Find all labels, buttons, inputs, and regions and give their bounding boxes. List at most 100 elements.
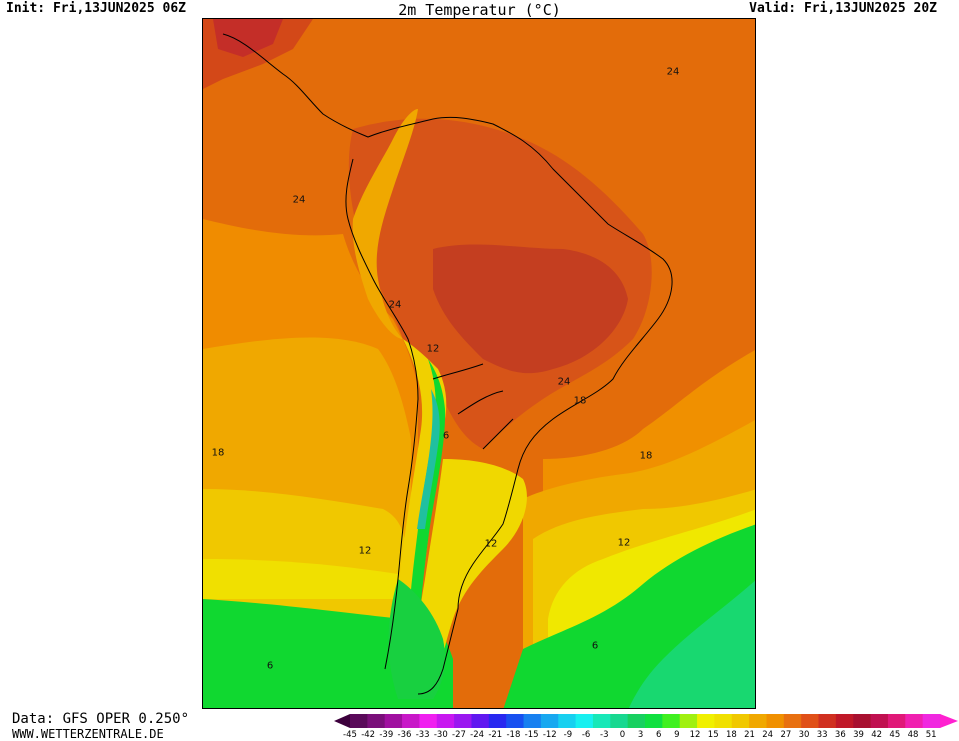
temperature-field — [203, 19, 755, 708]
legend-swatch — [575, 714, 594, 728]
legend-tick-label: -12 — [542, 730, 557, 740]
isotherm-label: 18 — [639, 450, 653, 462]
legend-swatch — [853, 714, 872, 728]
legend-swatch — [818, 714, 837, 728]
legend-tick-label: -3 — [600, 730, 609, 740]
legend-swatch — [801, 714, 820, 728]
atlantic-coastline — [222, 33, 673, 695]
legend-tick-label: -18 — [506, 730, 521, 740]
legend-swatch — [436, 714, 455, 728]
legend-tick-label: 33 — [816, 730, 828, 740]
legend-swatch — [627, 714, 646, 728]
legend-swatch — [679, 714, 698, 728]
legend-swatch — [540, 714, 559, 728]
legend-tick-label: -42 — [361, 730, 376, 740]
legend-tick-label: 30 — [798, 730, 810, 740]
legend-swatch — [714, 714, 733, 728]
legend-swatch — [645, 714, 663, 728]
legend-swatch — [592, 714, 611, 728]
legend-tick-label: -45 — [343, 730, 357, 740]
legend-swatch — [662, 714, 681, 728]
legend-swatch — [697, 714, 715, 728]
legend-tick-label: 18 — [725, 730, 737, 740]
legend-swatch — [384, 714, 403, 728]
legend-tick-label: -15 — [524, 730, 539, 740]
map-title: 2m Temperatur (°C) — [398, 1, 561, 19]
legend-tick-label: 45 — [889, 730, 901, 740]
isotherm-label: 6 — [442, 430, 450, 442]
legend-swatch — [523, 714, 542, 728]
legend-swatch — [887, 714, 906, 728]
legend-swatch — [835, 714, 854, 728]
pacific-coastline — [345, 158, 419, 670]
southern-atlantic-teal-area — [628, 580, 755, 708]
coastlines — [222, 33, 673, 695]
legend-swatch — [905, 714, 924, 728]
legend-tick-label: -33 — [415, 730, 430, 740]
data-source-label: Data: GFS OPER 0.250° — [12, 711, 190, 727]
isotherm-label: 24 — [388, 299, 402, 311]
legend-swatch — [350, 714, 368, 728]
legend-arrow-low — [334, 714, 350, 728]
legend-swatch — [783, 714, 802, 728]
valid-time-label: Valid: Fri,13JUN2025 20Z — [749, 1, 937, 16]
andes-north-band — [352, 109, 418, 339]
legend-arrow-high — [940, 714, 958, 728]
legend-tick-label: 36 — [834, 730, 846, 740]
legend-tick-label: 24 — [762, 730, 774, 740]
pacific-yellow-band — [203, 559, 408, 599]
isotherm-label: 12 — [426, 343, 440, 355]
legend-swatch — [506, 714, 525, 728]
legend-tick-label: 21 — [744, 730, 755, 740]
legend-swatch — [471, 714, 490, 728]
legend-tick-label: -6 — [581, 730, 591, 740]
country-borders — [432, 363, 514, 450]
temperature-map: 24 24 24 12 24 18 6 18 18 12 12 12 6 6 — [202, 18, 756, 709]
legend-tick-label: -21 — [488, 730, 503, 740]
andes-teal-band — [417, 389, 440, 529]
legend-tick-label: 6 — [656, 730, 662, 740]
legend-swatch — [922, 714, 941, 728]
brazil-very-hot-area — [433, 244, 628, 374]
init-time-label: Init: Fri,13JUN2025 06Z — [6, 1, 187, 16]
legend-tick-label: 3 — [637, 730, 644, 740]
legend-swatch — [419, 714, 438, 728]
isotherm-label: 24 — [557, 376, 571, 388]
legend-swatch — [870, 714, 889, 728]
legend-tick-label: 27 — [780, 730, 792, 740]
isotherm-label: 12 — [484, 538, 498, 550]
legend-tick-label: -30 — [433, 730, 448, 740]
legend-tick-label: 15 — [707, 730, 719, 740]
legend-tick-label: 51 — [925, 730, 937, 740]
legend-tick-label: -9 — [563, 730, 573, 740]
isotherm-label: 18 — [211, 447, 225, 459]
website-label: WWW.WETTERZENTRALE.DE — [12, 727, 164, 741]
legend-tick-label: -39 — [379, 730, 394, 740]
isotherm-label: 24 — [666, 66, 680, 78]
isotherm-label: 12 — [617, 537, 631, 549]
isotherm-label: 18 — [573, 395, 587, 407]
color-legend-ticks: -45 -42 -39 -36 -33 -30 -27 -24 -21 -18 -15 -12 -9 -6… — [342, 730, 950, 741]
legend-tick-label: -24 — [470, 730, 485, 740]
legend-tick-label: 48 — [907, 730, 919, 740]
isotherm-label: 6 — [591, 640, 599, 652]
central-america-hot-area — [213, 19, 283, 57]
legend-swatch — [766, 714, 785, 728]
isotherm-label: 12 — [358, 545, 372, 557]
southern-andes-green-area — [388, 579, 445, 699]
legend-tick-label: -27 — [452, 730, 466, 740]
legend-swatch — [610, 714, 629, 728]
legend-swatch — [367, 714, 386, 728]
legend-swatch — [558, 714, 577, 728]
isotherm-label: 6 — [266, 660, 274, 672]
color-legend — [334, 714, 958, 728]
legend-swatch — [731, 714, 750, 728]
legend-swatch — [749, 714, 767, 728]
legend-swatch — [402, 714, 420, 728]
legend-swatch — [454, 714, 472, 728]
legend-tick-label: 9 — [674, 730, 680, 740]
legend-tick-label: 0 — [619, 730, 626, 740]
legend-tick-label: -36 — [397, 730, 412, 740]
legend-tick-label: 42 — [871, 730, 883, 740]
legend-tick-label: 12 — [689, 730, 701, 740]
